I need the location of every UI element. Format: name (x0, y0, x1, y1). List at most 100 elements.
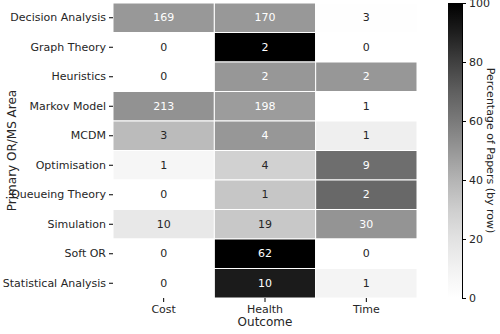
cell (214, 33, 315, 63)
cell-label: 0 (160, 188, 167, 201)
tick-mark (462, 62, 466, 63)
cell-label: 3 (160, 129, 167, 142)
tick: Time (352, 298, 380, 316)
colorbar (448, 3, 462, 298)
cell-label: 0 (363, 41, 370, 54)
cell (113, 33, 214, 63)
cell (214, 92, 315, 122)
cell (316, 239, 417, 269)
tick-label: 60 (469, 115, 483, 128)
cell (214, 239, 315, 269)
cells (113, 3, 417, 298)
tick-label: Markov Model (30, 100, 107, 113)
cell-label: 10 (258, 277, 272, 290)
tick-label: Statistical Analysis (3, 277, 106, 290)
tick-label: Decision Analysis (10, 11, 106, 24)
cell (113, 239, 214, 269)
colorbar-title: Percentage of Papers (by row) (484, 68, 497, 233)
tick-label: 80 (469, 56, 483, 69)
cell-label: 9 (363, 159, 370, 172)
tick: Graph Theory (31, 41, 113, 54)
tick: Statistical Analysis (3, 277, 113, 290)
tick-label: Soft OR (64, 247, 106, 260)
cell-label: 30 (359, 218, 373, 231)
chart: 1691703020022213198134114901210193006200… (0, 0, 500, 334)
cell (316, 180, 417, 210)
cell-label: 170 (255, 11, 276, 24)
cell (113, 210, 214, 240)
tick-mark (109, 165, 113, 166)
tick-mark (265, 298, 266, 302)
cell-label: 2 (363, 70, 370, 83)
cell-label: 1 (262, 188, 269, 201)
cell (113, 180, 214, 210)
tick-mark (109, 253, 113, 254)
tick: Soft OR (64, 247, 113, 260)
tick-mark (462, 298, 466, 299)
cell (316, 210, 417, 240)
tick: 20 (462, 233, 483, 246)
cell (214, 151, 315, 181)
tick-mark (109, 224, 113, 225)
cell-label: 0 (160, 277, 167, 290)
cell (316, 3, 417, 33)
x-axis-title: Outcome (238, 315, 293, 329)
tick-label: 100 (469, 0, 490, 10)
cell-label: 2 (262, 70, 269, 83)
colorbar-axis-line (463, 4, 467, 299)
cell (113, 3, 214, 33)
tick-mark (109, 17, 113, 18)
y-axis-title: Primary OR/MS Area (5, 90, 19, 211)
tick-label: 0 (469, 292, 476, 305)
tick: Optimisation (36, 159, 113, 172)
cell (214, 62, 315, 92)
tick: 0 (462, 292, 476, 305)
tick: Heuristics (52, 70, 113, 83)
cell-label: 2 (262, 41, 269, 54)
cell-label: 19 (258, 218, 272, 231)
cell (214, 210, 315, 240)
cell-label: 198 (255, 100, 276, 113)
cell (316, 33, 417, 63)
tick-label: Cost (151, 303, 176, 316)
tick-mark (462, 121, 466, 122)
tick-mark (163, 298, 164, 302)
cell (316, 269, 417, 299)
tick-mark (109, 47, 113, 48)
cell (113, 62, 214, 92)
cell-label: 2 (363, 188, 370, 201)
cell (316, 121, 417, 151)
y-axis: Decision Analysis Graph Theory Heuristics M… (3, 11, 113, 290)
tick-mark (462, 180, 466, 181)
tick-mark (462, 239, 466, 240)
tick: Queueing Theory (11, 188, 113, 201)
cell-label: 0 (363, 247, 370, 260)
tick-label: Time (352, 303, 380, 316)
cell-labels: 1691703020022213198134114901210193006200… (153, 11, 373, 290)
tick: Decision Analysis (10, 11, 113, 24)
tick: 40 (462, 174, 483, 187)
tick: Health (247, 298, 283, 316)
cell-label: 4 (262, 159, 269, 172)
tick-mark (109, 106, 113, 107)
cell (316, 62, 417, 92)
cell-label: 0 (160, 70, 167, 83)
cell-label: 10 (157, 218, 171, 231)
tick: MCDM (71, 129, 113, 142)
cell (113, 121, 214, 151)
cell-label: 213 (153, 100, 174, 113)
tick-mark (109, 135, 113, 136)
tick-label: 20 (469, 233, 483, 246)
tick-mark (366, 298, 367, 302)
cell (113, 269, 214, 299)
cell-label: 3 (363, 11, 370, 24)
tick-label: Health (247, 303, 283, 316)
cell-label: 169 (153, 11, 174, 24)
tick-label: MCDM (71, 129, 106, 142)
cell-label: 0 (160, 247, 167, 260)
tick-label: Optimisation (36, 159, 106, 172)
cell-label: 1 (363, 277, 370, 290)
tick-mark (109, 283, 113, 284)
cell (113, 151, 214, 181)
cell (113, 92, 214, 122)
